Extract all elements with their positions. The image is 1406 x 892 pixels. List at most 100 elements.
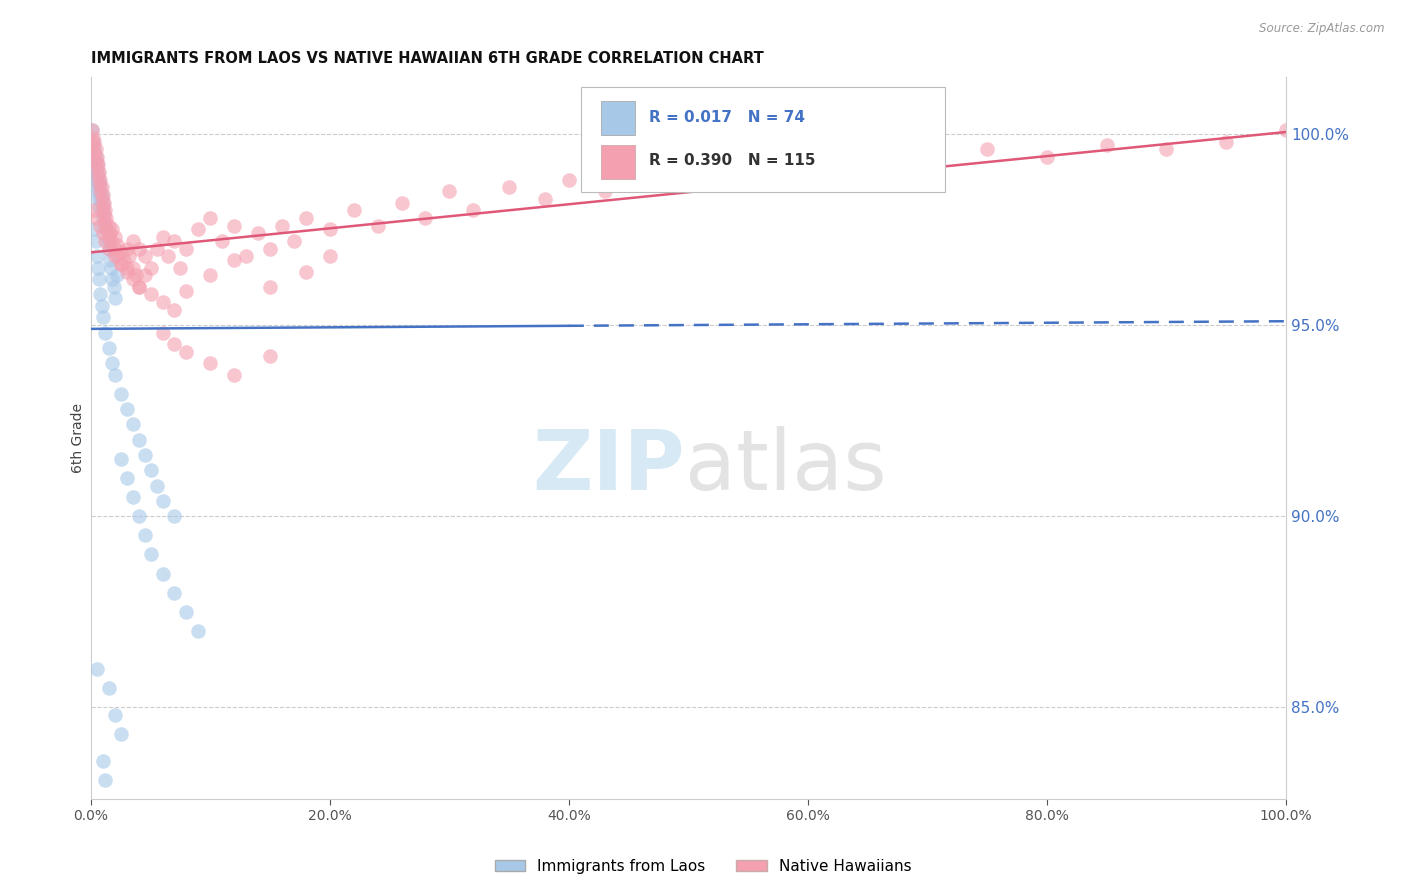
Point [96, 222, 118, 236]
Point [163, 337, 186, 351]
Point [86, 157, 108, 171]
Point [84, 173, 107, 187]
Point [1095, 138, 1118, 153]
Point [105, 249, 128, 263]
Point [139, 287, 162, 301]
Point [97, 341, 120, 355]
Point [97, 242, 120, 256]
Point [157, 249, 180, 263]
Point [100, 234, 122, 248]
Point [87, 165, 110, 179]
Point [86, 150, 108, 164]
Legend: Immigrants from Laos, Native Hawaiians: Immigrants from Laos, Native Hawaiians [488, 853, 918, 880]
Text: R = 0.390   N = 115: R = 0.390 N = 115 [650, 153, 815, 169]
Point [295, 264, 318, 278]
Point [83, 165, 105, 179]
Point [163, 234, 186, 248]
Point [104, 230, 127, 244]
Point [89, 184, 111, 198]
Point [152, 295, 174, 310]
Point [121, 417, 143, 432]
Point [91, 188, 114, 202]
Point [97, 219, 120, 233]
Point [101, 272, 124, 286]
Point [94, 215, 117, 229]
Point [134, 249, 156, 263]
Point [134, 448, 156, 462]
Point [534, 192, 557, 206]
Point [91, 310, 114, 325]
Point [98, 227, 121, 241]
Point [319, 222, 342, 236]
Point [87, 169, 110, 183]
Point [163, 302, 186, 317]
Point [94, 203, 117, 218]
Point [82, 146, 104, 161]
Point [128, 433, 150, 447]
Point [84, 234, 107, 248]
Text: IMMIGRANTS FROM LAOS VS NATIVE HAWAIIAN 6TH GRADE CORRELATION CHART: IMMIGRANTS FROM LAOS VS NATIVE HAWAIIAN … [91, 51, 763, 66]
Point [80, 123, 103, 137]
Point [115, 260, 138, 275]
Point [139, 260, 162, 275]
Text: ZIP: ZIP [533, 426, 685, 508]
Point [976, 142, 998, 156]
Point [96, 222, 118, 236]
Point [86, 249, 108, 263]
Point [87, 260, 110, 275]
Point [83, 203, 105, 218]
Point [145, 478, 167, 492]
Point [163, 585, 186, 599]
Point [187, 222, 209, 236]
Point [176, 242, 198, 256]
Point [558, 173, 581, 187]
Point [104, 291, 127, 305]
Point [115, 242, 138, 256]
Point [83, 135, 105, 149]
Point [83, 146, 105, 161]
Point [90, 203, 112, 218]
Point [86, 169, 108, 183]
Point [82, 138, 104, 153]
Point [121, 260, 143, 275]
Point [91, 200, 114, 214]
Point [105, 268, 128, 283]
Point [101, 356, 124, 370]
Point [110, 257, 132, 271]
Point [90, 299, 112, 313]
Point [89, 287, 111, 301]
Point [89, 177, 111, 191]
Point [145, 242, 167, 256]
Point [593, 184, 616, 198]
Point [83, 142, 105, 156]
Point [87, 157, 110, 171]
Y-axis label: 6th Grade: 6th Grade [72, 403, 86, 473]
Point [91, 195, 114, 210]
Point [917, 157, 939, 171]
Point [152, 566, 174, 581]
Point [97, 242, 120, 256]
Point [86, 161, 108, 176]
Point [104, 249, 127, 263]
Point [295, 211, 318, 225]
Point [110, 727, 132, 741]
Point [176, 344, 198, 359]
Point [259, 280, 281, 294]
Point [115, 402, 138, 417]
Point [115, 471, 138, 485]
Point [224, 368, 246, 382]
Point [83, 222, 105, 236]
Point [498, 180, 520, 194]
Point [224, 253, 246, 268]
Point [104, 368, 127, 382]
Bar [602, 145, 634, 178]
Point [121, 272, 143, 286]
Point [128, 280, 150, 294]
Point [103, 280, 125, 294]
Point [82, 130, 104, 145]
Point [105, 237, 128, 252]
Point [93, 195, 115, 210]
Point [96, 234, 118, 248]
Point [101, 222, 124, 236]
Point [87, 177, 110, 191]
